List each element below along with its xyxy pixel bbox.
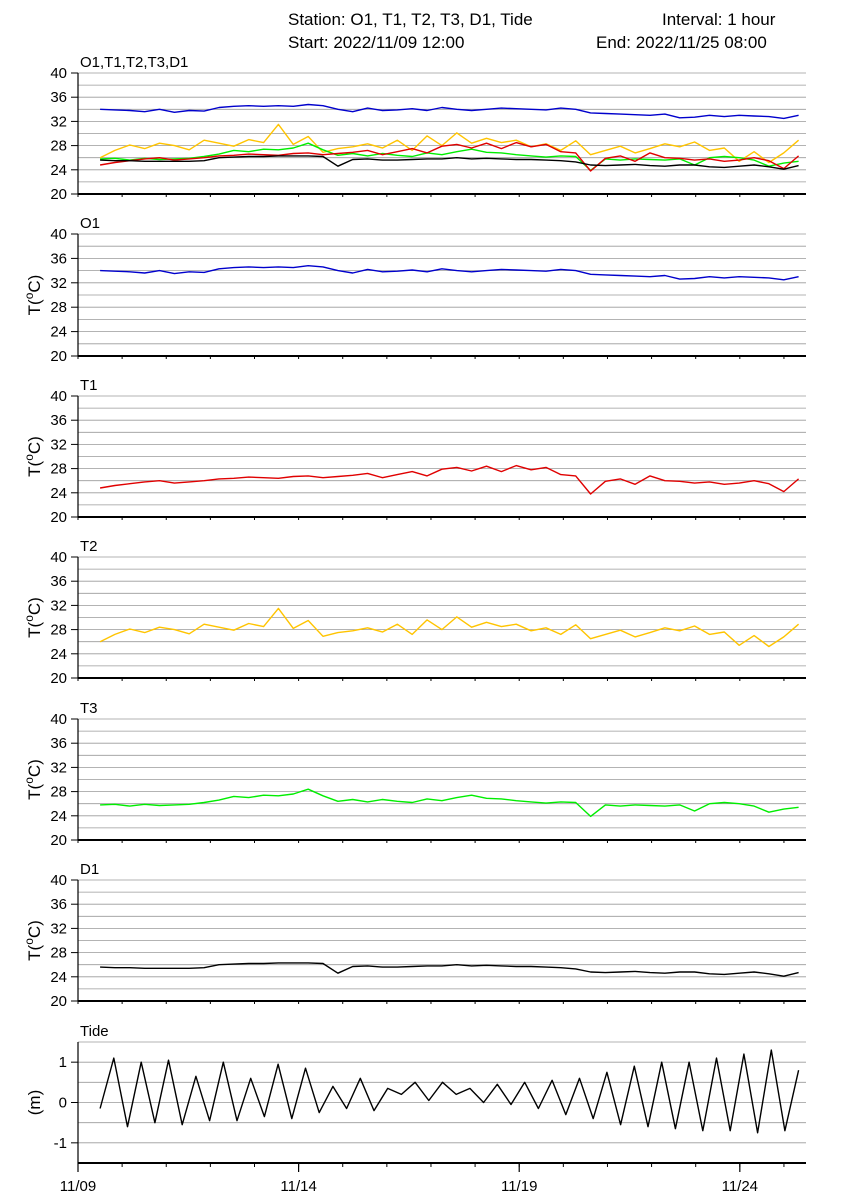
y-tick-label: 20 <box>50 509 67 526</box>
y-tick-label: 1 <box>59 1054 67 1071</box>
series-line-tide <box>99 1049 800 1134</box>
header-station: Station: O1, T1, T2, T3, D1, Tide <box>288 10 533 29</box>
series-line-t3 <box>100 142 799 172</box>
x-tick-label: 11/09 <box>60 1178 96 1195</box>
y-tick-label: 40 <box>50 711 67 728</box>
y-tick-label: 24 <box>50 808 67 825</box>
y-tick-label: 24 <box>50 485 67 502</box>
y-axis-label: T(oC) <box>22 920 44 961</box>
y-tick-label: 20 <box>50 670 67 687</box>
y-tick-label: 24 <box>50 969 67 986</box>
y-tick-label: 32 <box>50 436 67 453</box>
y-tick-label: 24 <box>50 324 67 341</box>
header-end: End: 2022/11/25 08:00 <box>596 33 767 52</box>
y-tick-label: 36 <box>50 735 67 752</box>
y-tick-label: 28 <box>50 138 67 155</box>
x-tick-label: 11/24 <box>722 1178 758 1195</box>
panel-title: D1 <box>80 861 99 878</box>
y-tick-label: 36 <box>50 89 67 106</box>
y-tick-label: 28 <box>50 299 67 316</box>
series-line-t2 <box>99 607 800 648</box>
y-tick-label: 40 <box>50 388 67 405</box>
y-tick-label: 40 <box>50 226 67 243</box>
y-tick-label: 36 <box>50 573 67 590</box>
y-tick-label: 32 <box>50 920 67 937</box>
y-axis-label: T(oC) <box>22 759 44 800</box>
y-tick-label: 40 <box>50 549 67 566</box>
panel-title: O1,T1,T2,T3,D1 <box>80 54 188 71</box>
y-tick-label: 28 <box>50 622 67 639</box>
y-tick-label: 32 <box>50 275 67 292</box>
series-line-t3 <box>100 788 799 818</box>
y-tick-label: 24 <box>50 162 67 179</box>
panel-title: T2 <box>80 538 98 555</box>
y-tick-label: 32 <box>50 113 67 130</box>
series-line-d1 <box>100 962 799 977</box>
y-tick-label: 36 <box>50 412 67 429</box>
y-tick-label: 0 <box>59 1095 67 1112</box>
y-axis-label: (m) <box>25 1090 44 1115</box>
x-tick-label: 11/14 <box>280 1178 316 1195</box>
y-tick-label: 32 <box>50 759 67 776</box>
series-line-d1 <box>100 155 799 170</box>
y-tick-label: -1 <box>54 1135 67 1152</box>
series-line-t2 <box>99 123 800 164</box>
y-tick-label: 40 <box>50 65 67 82</box>
y-tick-label: 20 <box>50 348 67 365</box>
y-axis-label: T(oC) <box>22 597 44 638</box>
y-tick-label: 20 <box>50 186 67 203</box>
y-tick-label: 32 <box>50 597 67 614</box>
panel-title: T1 <box>80 377 98 394</box>
y-tick-label: 28 <box>50 784 67 801</box>
series-line-o1 <box>100 265 799 281</box>
y-tick-label: 36 <box>50 250 67 267</box>
x-tick-label: 11/19 <box>501 1178 537 1195</box>
y-axis-label: T(oC) <box>22 436 44 477</box>
y-tick-label: 36 <box>50 896 67 913</box>
series-line-t1 <box>99 464 800 495</box>
header-interval: Interval: 1 hour <box>662 10 776 29</box>
y-tick-label: 20 <box>50 832 67 849</box>
y-tick-label: 40 <box>50 872 67 889</box>
y-tick-label: 20 <box>50 993 67 1010</box>
y-tick-label: 28 <box>50 945 67 962</box>
series-line-t1 <box>99 141 800 172</box>
y-tick-label: 24 <box>50 646 67 663</box>
series-line-o1 <box>100 103 799 120</box>
header-start: Start: 2022/11/09 12:00 <box>288 33 465 52</box>
y-tick-label: 28 <box>50 461 67 478</box>
panel-title: O1 <box>80 215 100 232</box>
panel-title: T3 <box>80 700 98 717</box>
y-axis-label: T(oC) <box>22 275 44 316</box>
panel-title: Tide <box>80 1023 109 1040</box>
